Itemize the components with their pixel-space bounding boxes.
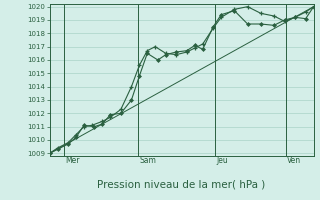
- Text: Ven: Ven: [287, 156, 301, 165]
- Text: Jeu: Jeu: [216, 156, 228, 165]
- Text: Mer: Mer: [66, 156, 80, 165]
- Text: Pression niveau de la mer( hPa ): Pression niveau de la mer( hPa ): [98, 179, 266, 189]
- Text: Sam: Sam: [140, 156, 156, 165]
